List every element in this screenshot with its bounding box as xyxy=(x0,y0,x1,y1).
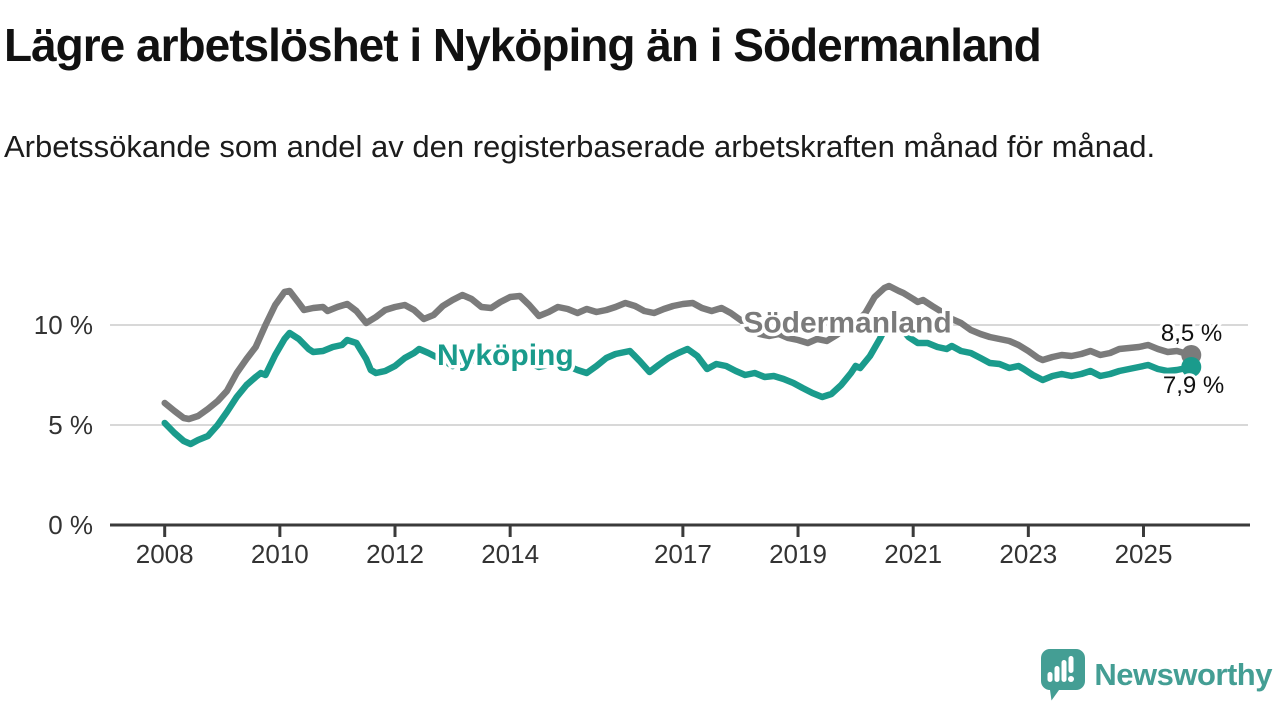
bar-3 xyxy=(1061,660,1067,682)
series-lines xyxy=(161,282,1202,448)
end-value-label-nykping: 7,9 % xyxy=(1163,372,1224,399)
x-tick-label: 2010 xyxy=(251,539,309,569)
x-tick-label: 2021 xyxy=(884,539,942,569)
bar-1 xyxy=(1047,672,1053,682)
x-tick-label: 2014 xyxy=(481,539,539,569)
chart-labels: Södermanland 8,5 % Nyköping 7,9 % xyxy=(434,303,1228,402)
exclamation-dot xyxy=(1068,676,1075,682)
x-tick-label: 2017 xyxy=(654,539,712,569)
x-tick-label: 2008 xyxy=(136,539,194,569)
end-value-label-sdermanland: 8,5 % xyxy=(1161,320,1222,347)
exclamation-bar xyxy=(1068,656,1074,673)
y-tick-label: 0 % xyxy=(48,510,93,540)
series-line-nykping xyxy=(161,314,1195,448)
y-tick-label: 10 % xyxy=(34,310,93,340)
x-tick-label: 2023 xyxy=(999,539,1057,569)
chart-subtitle: Arbetssökande som andel av den registerb… xyxy=(4,129,1156,164)
y-tick-label: 5 % xyxy=(48,410,93,440)
bar-chart-speech-bubble-icon xyxy=(1041,649,1086,701)
newsworthy-logo: Newsworthy xyxy=(1040,648,1272,702)
series-label-nykping: Nyköping xyxy=(437,339,574,372)
page-title: Lägre arbetslöshet i Nyköping än i Söder… xyxy=(4,19,1042,71)
x-tick-label: 2019 xyxy=(769,539,827,569)
series-end-dot-nykping xyxy=(1181,357,1202,377)
gridlines: 0 % 5 % 10 % xyxy=(34,310,1248,540)
bar-2 xyxy=(1054,666,1060,682)
series-label-sdermanland: Södermanland xyxy=(743,307,951,340)
x-axis: 2008 2010 2012 2014 2017 2019 2021 2023 2025 xyxy=(110,523,1250,569)
brand-name: Newsworthy xyxy=(1094,657,1272,692)
x-tick-label: 2025 xyxy=(1115,539,1173,569)
series-line-sdermanland xyxy=(161,282,1195,423)
x-tick-label: 2012 xyxy=(366,539,424,569)
